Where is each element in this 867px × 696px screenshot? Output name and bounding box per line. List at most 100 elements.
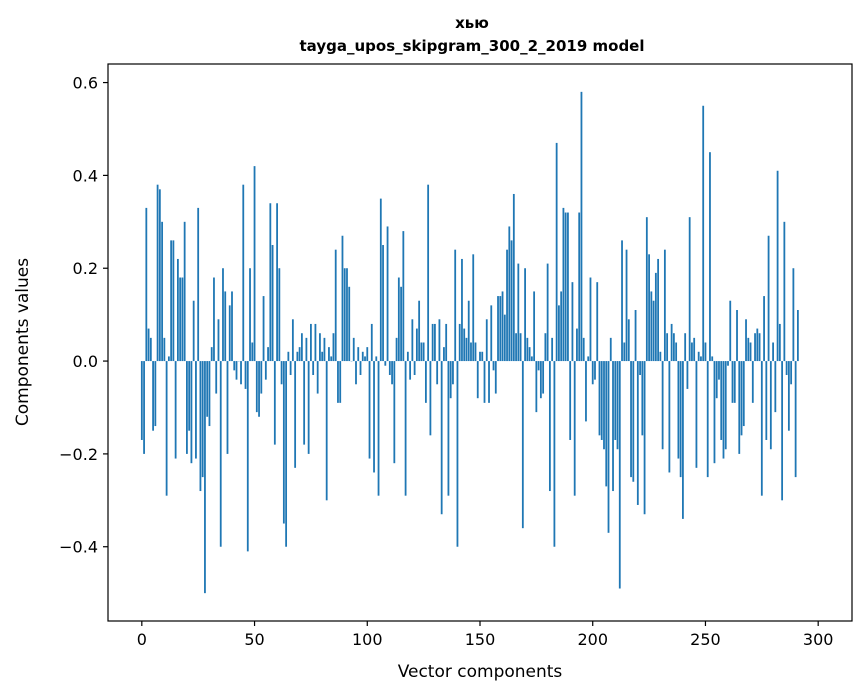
bar-185: [558, 305, 560, 362]
y-tick-label: 0.4: [73, 166, 98, 185]
bar-67: [291, 319, 294, 362]
bar-68: [294, 361, 297, 468]
bar-84: [330, 356, 333, 362]
bar-211: [616, 361, 619, 450]
x-tick-label: 50: [244, 630, 264, 649]
y-axis-ticks: −0.4 −0.2 0.0 0.2 0.4 0.6: [59, 74, 108, 557]
bar-196: [582, 337, 585, 362]
bar-259: [724, 361, 727, 450]
bar-198: [587, 356, 590, 362]
bar-243: [688, 217, 691, 362]
bar-70: [298, 347, 301, 362]
bar-147: [472, 254, 475, 362]
bar-83: [328, 347, 330, 362]
bar-168: [519, 333, 522, 362]
bar-229: [657, 258, 660, 362]
bar-50: [253, 166, 256, 362]
bar-283: [778, 323, 781, 362]
bar-180: [546, 263, 549, 362]
bar-73: [305, 337, 308, 362]
bar-164: [510, 240, 513, 362]
bar-160: [501, 291, 504, 362]
bar-14: [172, 240, 175, 362]
bar-194: [578, 212, 581, 362]
bar-225: [648, 254, 650, 362]
bar-4: [149, 337, 152, 362]
bar-46: [244, 361, 247, 389]
bar-154: [488, 361, 490, 403]
bar-143: [463, 328, 466, 362]
bar-58: [271, 245, 274, 362]
bar-5: [152, 361, 154, 431]
bar-242: [686, 361, 689, 389]
bar-13: [170, 240, 173, 362]
bar-291: [796, 310, 799, 362]
bar-65: [287, 351, 290, 362]
bar-120: [411, 319, 414, 362]
bar-219: [634, 310, 637, 362]
bar-16: [176, 258, 179, 362]
bar-38: [226, 361, 229, 454]
bar-26: [199, 361, 202, 492]
y-tick-label: −0.2: [59, 445, 98, 464]
bar-75: [310, 323, 312, 362]
y-tick-label: 0.2: [73, 259, 98, 278]
bar-252: [709, 152, 711, 362]
bar-105: [377, 361, 380, 496]
bar-177: [539, 361, 542, 399]
bar-121: [413, 361, 416, 375]
bar-238: [677, 361, 680, 459]
bar-227: [652, 300, 655, 362]
bar-278: [767, 235, 770, 362]
bar-59: [273, 361, 276, 445]
bar-268: [745, 319, 747, 362]
bar-53: [260, 361, 263, 394]
bar-261: [729, 300, 732, 362]
bar-279: [769, 361, 772, 450]
bar-223: [643, 361, 646, 515]
bar-139: [454, 249, 457, 362]
plot-area-frame: [107, 63, 853, 622]
bar-153: [485, 319, 488, 362]
bar-62: [280, 361, 283, 385]
bar-20: [186, 361, 188, 454]
bar-89: [341, 235, 344, 362]
bar-158: [497, 296, 499, 362]
bar-91: [346, 268, 348, 362]
bar-79: [319, 333, 321, 362]
bar-108: [384, 361, 387, 366]
bar-135: [445, 323, 448, 362]
bar-163: [508, 226, 511, 362]
bar-178: [542, 361, 545, 394]
bar-21: [188, 361, 191, 431]
bar-80: [321, 351, 324, 362]
bar-8: [158, 189, 161, 362]
bar-22: [190, 361, 193, 464]
bar-228: [654, 272, 657, 362]
bar-230: [659, 351, 662, 362]
bar-274: [758, 333, 761, 362]
bar-207: [607, 361, 610, 533]
bar-17: [179, 277, 182, 362]
bar-51: [255, 361, 258, 413]
bar-57: [269, 203, 272, 362]
bar-12: [167, 356, 170, 362]
bar-42: [235, 361, 238, 380]
bar-78: [316, 361, 319, 394]
bar-99: [364, 356, 366, 362]
bar-146: [470, 342, 472, 362]
bar-117: [404, 361, 407, 496]
y-tick-label: −0.4: [59, 538, 98, 557]
bar-137: [449, 361, 452, 399]
bar-206: [605, 361, 608, 487]
bar-253: [711, 356, 714, 362]
bar-205: [603, 361, 605, 450]
bar-85: [332, 333, 335, 362]
bar-234: [668, 361, 671, 473]
bar-263: [733, 361, 736, 403]
bar-11: [165, 361, 168, 496]
bar-212: [618, 361, 621, 589]
bar-77: [314, 323, 317, 362]
bar-281: [774, 361, 777, 413]
bar-30: [208, 361, 211, 427]
